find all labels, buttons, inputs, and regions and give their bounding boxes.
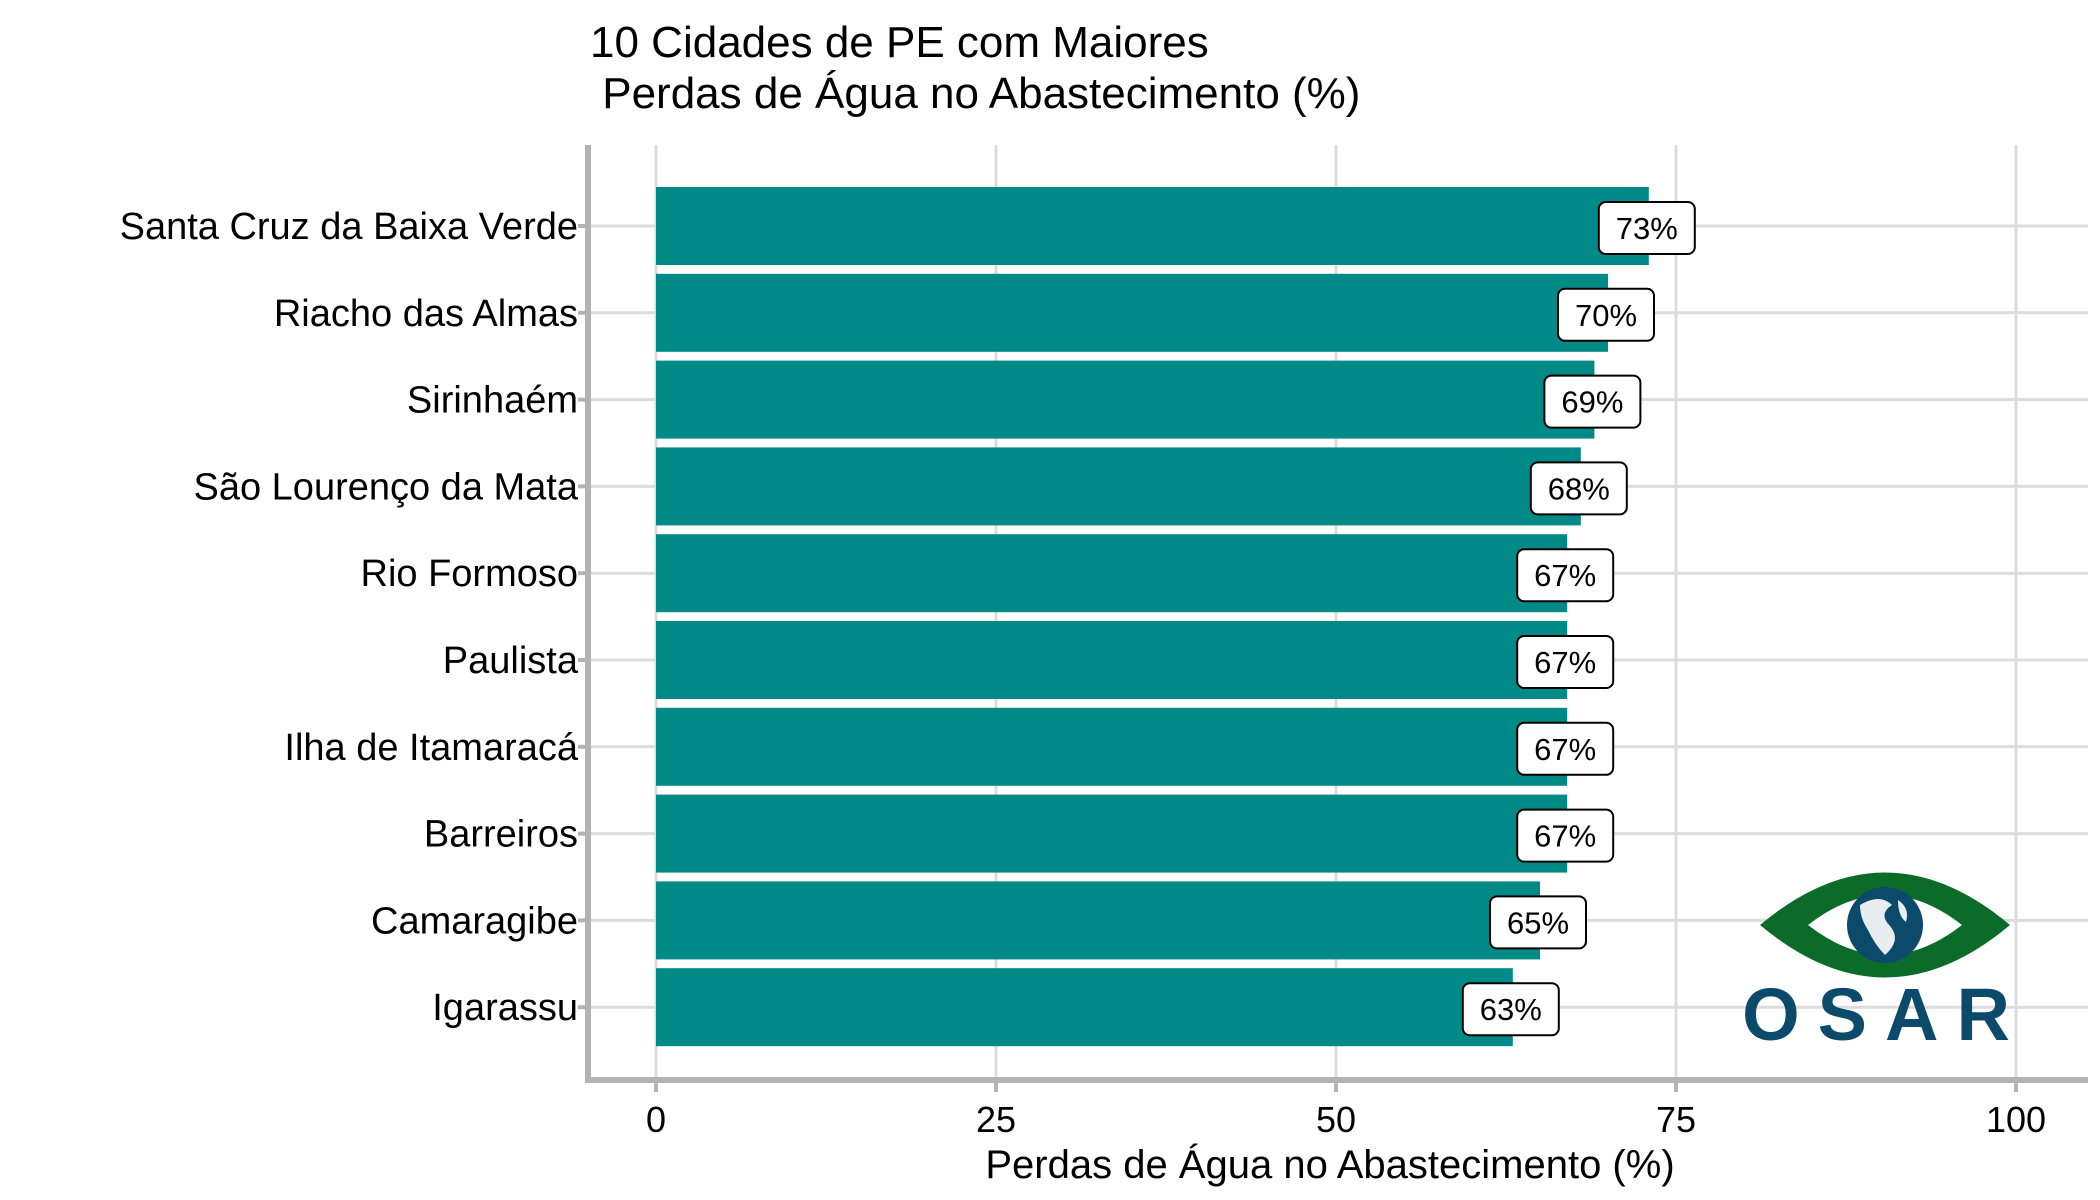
data-label-text: 73% [1616,211,1678,246]
logo-text: OSAR [1742,973,2028,1056]
data-label-box [1516,808,1615,863]
category-label: Santa Cruz da Baixa Verde [120,206,578,248]
axes: 0 25 50 75 100 Santa Cruz da Baixa Verde Riach… [120,145,2088,1140]
x-tick-label: 100 [1986,1099,2046,1140]
data-label-box [1529,461,1628,516]
data-label-text: 69% [1561,385,1623,420]
data-label: 67% [1516,808,1615,863]
x-tick-label: 50 [1316,1099,1356,1140]
data-label-text: 67% [1534,819,1596,854]
bar [656,534,1568,613]
category-label: São Lourenço da Mata [194,466,579,508]
bar [656,187,1649,265]
eye-globe-logo-icon [1760,872,2010,978]
osar-logo: OSAR [1742,872,2028,1056]
category-label: Ilha de Itamaracá [284,727,578,769]
bar [656,794,1568,873]
data-label: 67% [1516,548,1615,603]
data-label: 69% [1543,374,1642,429]
data-label-box [1516,548,1615,603]
data-label: 70% [1557,287,1655,342]
data-label-box [1461,982,1560,1037]
bar [656,360,1595,439]
data-label-box [1543,374,1642,429]
data-label-box [1516,635,1615,689]
data-label-text: 65% [1507,905,1569,940]
data-label-box [1597,201,1696,255]
bar [656,707,1568,786]
x-tick-label: 75 [1656,1099,1696,1140]
category-label: Riacho das Almas [274,293,578,335]
bar [656,881,1540,960]
data-label-text: 67% [1534,645,1596,680]
bar [656,273,1608,352]
category-label: Camaragibe [371,900,578,942]
category-label: Rio Formoso [361,553,579,595]
category-label: Paulista [443,640,579,682]
data-label-box [1557,287,1655,342]
x-axis-title: Perdas de Água no Abastecimento (%) [985,1142,1674,1187]
chart-title-line-1: 10 Cidades de PE com Maiores [590,18,1209,67]
data-label: 67% [1516,721,1615,776]
category-label: Igarassu [432,987,578,1029]
data-label-text: 68% [1548,471,1610,506]
category-label: Barreiros [424,814,578,856]
data-label: 73% [1597,201,1696,255]
x-tick-label: 0 [646,1099,666,1140]
data-label-box [1489,895,1587,950]
data-label: 65% [1489,895,1587,950]
data-label-text: 63% [1480,992,1542,1027]
data-labels: 73% 70% 69% 68% 67% 67% 67% 67% 65% 63% [1461,201,1696,1037]
data-label-text: 70% [1575,298,1637,333]
data-label: 68% [1529,461,1628,516]
bar [656,968,1513,1047]
data-label-text: 67% [1534,558,1596,593]
data-label: 67% [1516,635,1615,689]
category-label: Sirinhaém [407,380,578,422]
data-label: 63% [1461,982,1560,1037]
bar [656,621,1568,699]
data-label-text: 67% [1534,732,1596,767]
bars [656,187,1649,1047]
bar [656,447,1581,526]
data-label-box [1516,721,1615,776]
chart-title-line-2: Perdas de Água no Abastecimento (%) [590,69,1360,118]
x-tick-label: 25 [976,1099,1016,1140]
